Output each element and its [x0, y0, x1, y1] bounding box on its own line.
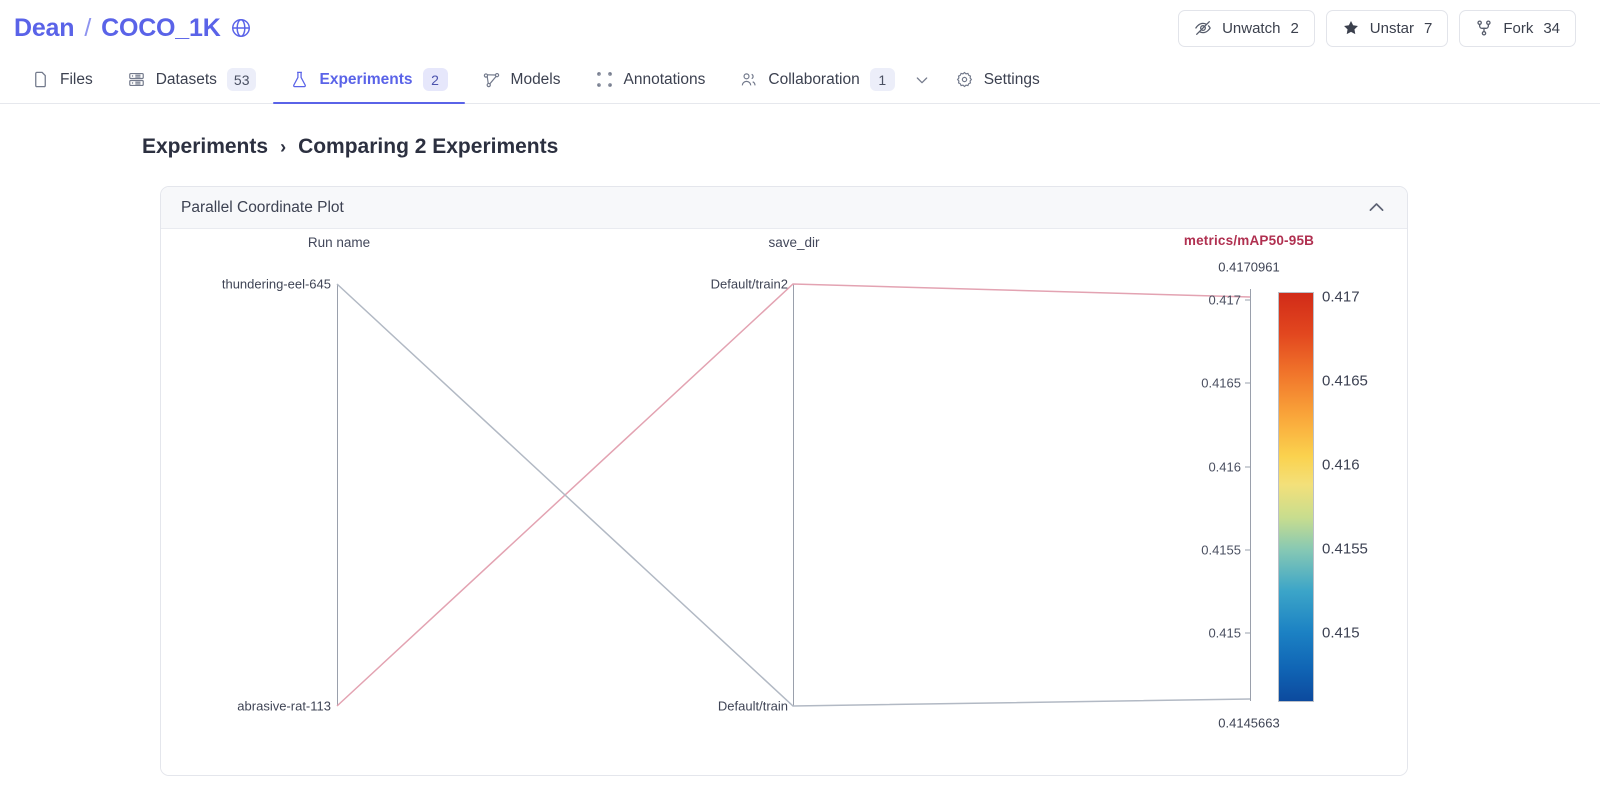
- fork-icon: [1475, 19, 1493, 37]
- tab-experiments-badge: 2: [422, 68, 448, 91]
- repo-project-name[interactable]: COCO_1K: [101, 13, 221, 42]
- metric-tick-2: 0.416: [1208, 459, 1241, 475]
- axis-title-metric: metrics/mAP50-95B: [1183, 233, 1315, 248]
- fork-label: Fork: [1503, 19, 1534, 37]
- top-bar: Dean / COCO_1K Unwatch 2: [0, 0, 1600, 56]
- colorbar-tick-2: 0.416: [1322, 456, 1360, 474]
- tab-annotations[interactable]: Annotations: [578, 56, 723, 103]
- breadcrumb-separator: ›: [280, 136, 287, 157]
- repo-owner[interactable]: Dean: [14, 13, 75, 42]
- axis-title-run-name: Run name: [307, 235, 371, 250]
- colorbar-tick-0: 0.417: [1322, 288, 1360, 306]
- star-icon: [1342, 19, 1360, 37]
- tab-collaboration[interactable]: Collaboration 1: [722, 56, 911, 103]
- metric-range-max-label: 0.4170961: [1218, 259, 1280, 275]
- file-icon: [31, 70, 50, 89]
- users-icon: [739, 70, 758, 89]
- repo-breadcrumb-title[interactable]: Dean / COCO_1K: [14, 14, 252, 43]
- card-title: Parallel Coordinate Plot: [181, 198, 344, 216]
- card-header: Parallel Coordinate Plot: [161, 187, 1407, 229]
- series-line-thundering-eel-645: [336, 283, 1251, 707]
- unstar-label: Unstar: [1369, 19, 1414, 37]
- tab-annotations-label: Annotations: [623, 70, 706, 88]
- repo-actions: Unwatch 2 Unstar 7 Fork: [1178, 9, 1576, 47]
- unwatch-button[interactable]: Unwatch 2: [1178, 9, 1315, 47]
- unstar-count: 7: [1423, 19, 1433, 37]
- repo-title-separator: /: [84, 13, 92, 42]
- page-body: Experiments › Comparing 2 Experiments Pa…: [0, 104, 1600, 788]
- category-label-default-train: Default/train: [717, 698, 788, 714]
- eye-off-icon: [1194, 19, 1212, 37]
- chevron-down-icon[interactable]: [906, 56, 938, 103]
- metric-tick-0: 0.417: [1208, 292, 1241, 308]
- colorbar-tick-3: 0.4155: [1322, 540, 1368, 558]
- series-line-abrasive-rat-113: [336, 283, 1251, 707]
- flask-icon: [290, 70, 309, 89]
- tab-models-label: Models: [510, 70, 561, 88]
- unwatch-count: 2: [1290, 19, 1299, 37]
- colorbar: [1278, 292, 1314, 702]
- tab-settings-label: Settings: [983, 70, 1040, 88]
- globe-icon: [230, 17, 252, 39]
- fork-button[interactable]: Fork 34: [1459, 9, 1576, 47]
- primary-nav: Files Datasets 53 Experiments 2: [0, 56, 1600, 104]
- metric-tick-4: 0.415: [1208, 625, 1241, 641]
- metric-axis-ticks: [1245, 299, 1251, 634]
- tab-collaboration-badge: 1: [869, 68, 895, 91]
- gear-icon: [955, 70, 974, 89]
- tab-datasets-label: Datasets: [155, 70, 217, 88]
- chevron-up-icon[interactable]: [1366, 197, 1387, 218]
- fork-count: 34: [1543, 19, 1560, 37]
- colorbar-tick-1: 0.4165: [1322, 372, 1368, 390]
- category-label-abrasive-rat-113: abrasive-rat-113: [237, 698, 331, 714]
- tab-datasets[interactable]: Datasets 53: [110, 56, 274, 103]
- database-icon: [127, 70, 146, 89]
- unstar-button[interactable]: Unstar 7: [1325, 9, 1449, 47]
- plot-canvas: [336, 283, 1251, 707]
- parallel-coordinate-plot-card: Parallel Coordinate Plot: [160, 186, 1408, 776]
- bounding-box-icon: [595, 70, 614, 89]
- tab-files-label: Files: [60, 70, 93, 88]
- unwatch-label: Unwatch: [1222, 19, 1281, 37]
- tab-settings[interactable]: Settings: [938, 56, 1057, 103]
- tab-experiments[interactable]: Experiments 2: [273, 56, 465, 104]
- tab-datasets-badge: 53: [226, 68, 257, 91]
- parallel-coordinate-plot[interactable]: Run name save_dir metrics/mAP50-95B thun…: [161, 229, 1407, 775]
- axis-title-save-dir: save_dir: [768, 235, 820, 250]
- breadcrumb: Experiments › Comparing 2 Experiments: [0, 130, 1600, 164]
- tab-models[interactable]: Models: [465, 56, 578, 103]
- metric-range-min-label: 0.4145663: [1218, 715, 1280, 731]
- tab-collaboration-label: Collaboration: [768, 70, 860, 88]
- model-mesh-icon: [482, 70, 501, 89]
- colorbar-tick-4: 0.415: [1322, 624, 1360, 642]
- tab-files[interactable]: Files: [14, 56, 110, 103]
- metric-tick-3: 0.4155: [1201, 542, 1241, 558]
- breadcrumb-current: Comparing 2 Experiments: [298, 135, 559, 158]
- metric-tick-1: 0.4165: [1201, 375, 1241, 391]
- breadcrumb-root[interactable]: Experiments: [142, 135, 269, 158]
- category-label-default-train2: Default/train2: [710, 276, 788, 292]
- category-label-thundering-eel-645: thundering-eel-645: [221, 276, 331, 292]
- tab-experiments-label: Experiments: [319, 70, 413, 88]
